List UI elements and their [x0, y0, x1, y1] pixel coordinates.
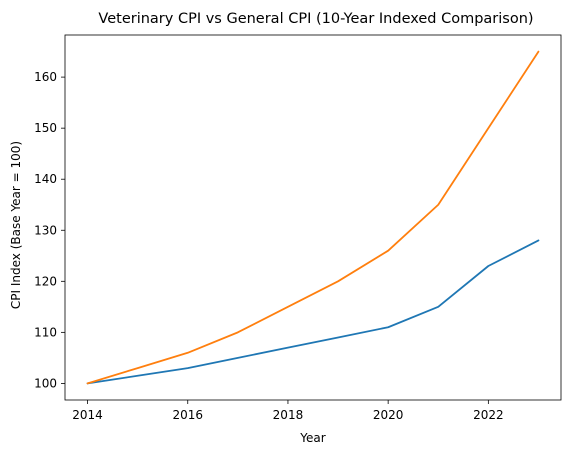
x-axis: 2014 2016 2018 2020 2022: [72, 400, 504, 422]
y-tick-label: 100: [34, 376, 57, 390]
chart-title: Veterinary CPI vs General CPI (10-Year I…: [98, 11, 533, 27]
x-tick-label: 2022: [473, 408, 504, 422]
y-tick-label: 160: [34, 70, 57, 84]
x-tick-label: 2020: [373, 408, 404, 422]
x-tick-label: 2014: [72, 408, 103, 422]
x-tick-label: 2016: [172, 408, 203, 422]
series-line-2: [86, 50, 540, 385]
y-axis-label: CPI Index (Base Year = 100): [9, 141, 23, 309]
y-tick-label: 140: [34, 172, 57, 186]
x-axis-label: Year: [299, 431, 325, 445]
y-tick-label: 120: [34, 274, 57, 288]
plot-frame: [64, 34, 562, 401]
plot-area: [64, 34, 562, 401]
y-tick-label: 150: [34, 121, 57, 135]
y-tick-label: 130: [34, 223, 57, 237]
y-tick-label: 110: [34, 325, 57, 339]
series-line-1: [86, 239, 540, 385]
y-axis: 100 110 120 130 140 150 160: [34, 70, 65, 390]
x-tick-label: 2018: [273, 408, 304, 422]
series-layer: [86, 50, 540, 385]
